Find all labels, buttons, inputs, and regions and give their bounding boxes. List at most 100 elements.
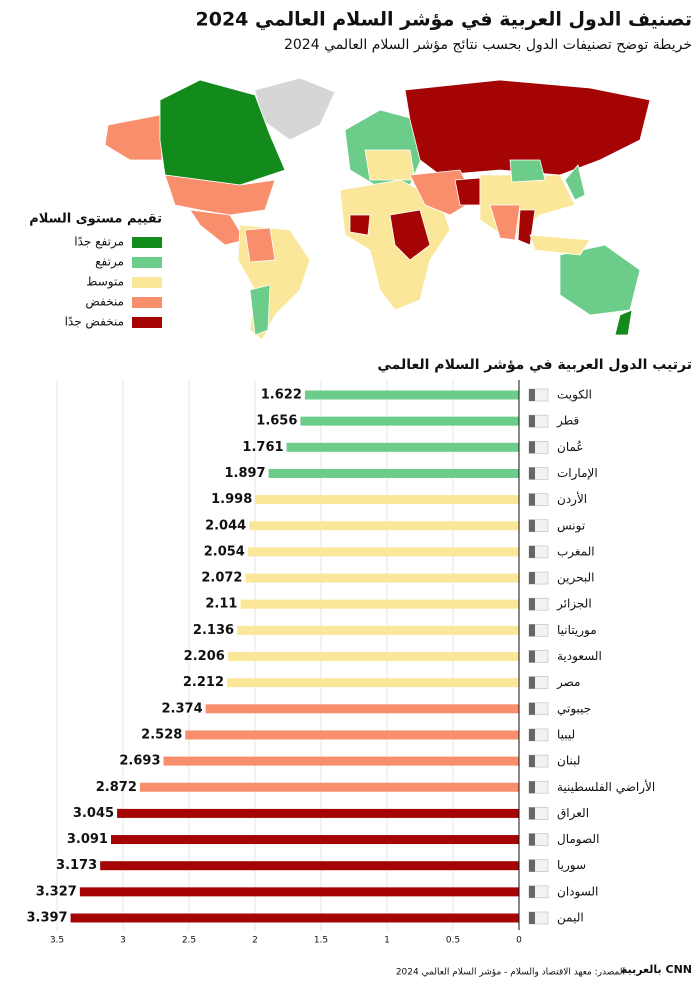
bar (286, 442, 519, 452)
legend-label: منخفض (85, 295, 124, 310)
country-label: ليبيا (557, 727, 575, 741)
bar (268, 468, 519, 478)
bar (185, 730, 519, 740)
bar (70, 913, 519, 923)
value-label: 3.327 (36, 884, 77, 899)
flag-stripe (529, 676, 535, 689)
flag-stripe (529, 912, 535, 924)
bar (237, 625, 519, 635)
country-label: جيبوتي (557, 701, 591, 716)
flag-stripe (529, 598, 535, 611)
subtitle: خريطة توضح تصنيفات الدول بحسب نتائج مؤشر… (284, 37, 692, 53)
bar (205, 704, 519, 714)
x-tick-label: 1 (384, 936, 390, 946)
flag-stripe (529, 441, 535, 454)
value-label: 2.054 (204, 544, 245, 559)
bar (304, 390, 519, 400)
value-label: 2.136 (193, 623, 234, 638)
value-label: 1.897 (224, 466, 265, 481)
bar (300, 416, 519, 426)
value-label: 3.397 (26, 911, 67, 926)
value-label: 1.998 (211, 492, 252, 507)
flag-stripe (529, 833, 535, 846)
x-tick-label: 0 (516, 936, 522, 946)
country-label: الأردن (557, 491, 587, 507)
flag-stripe (529, 415, 535, 428)
x-tick-label: 1.5 (314, 936, 328, 946)
value-label: 3.045 (73, 806, 114, 821)
flag-stripe (529, 859, 535, 872)
country-label: المغرب (557, 544, 595, 559)
legend-label: متوسط (86, 275, 124, 290)
legend-swatch (132, 277, 162, 288)
country-label: قطر (556, 414, 579, 429)
flag-stripe (529, 519, 535, 532)
flag-stripe (529, 650, 535, 663)
bar (245, 573, 519, 583)
legend-swatch (132, 257, 162, 268)
country-label: البحرين (557, 571, 594, 586)
flag-stripe (529, 728, 535, 741)
bar (139, 782, 519, 792)
country-label: لبنان (557, 754, 580, 768)
bar (240, 599, 520, 609)
value-label: 2.11 (205, 597, 237, 612)
flag-stripe (529, 781, 535, 794)
x-tick-label: 0.5 (446, 936, 460, 946)
world-map (104, 77, 651, 341)
country-label: السودان (557, 884, 598, 899)
bar (227, 652, 520, 661)
flag-stripe (529, 807, 535, 820)
legend-label: منخفض جدًا (65, 315, 124, 330)
value-label: 2.693 (119, 754, 160, 769)
bar (100, 861, 519, 871)
bar-chart: 0 0.5 1 1.5 2 2.5 3 3.5 1.622 الكويت 1.656 قطر 1.761… (26, 380, 655, 946)
legend-label: مرتفع جدًا (74, 235, 124, 250)
legend-swatch (132, 297, 162, 308)
country-label: اليمن (557, 911, 584, 926)
value-label: 2.374 (162, 701, 203, 716)
country-label: الأراضي الفلسطينية (557, 779, 655, 795)
source: المصدر: معهد الاقتصاد والسلام - مؤشر الس… (396, 968, 625, 978)
bar (163, 756, 520, 766)
flag-stripe (529, 624, 535, 637)
flag-stripe (529, 389, 535, 401)
bar (247, 547, 519, 557)
value-label: 1.761 (242, 440, 283, 455)
value-label: 3.173 (56, 858, 97, 873)
bar (249, 521, 519, 531)
country-label: الكويت (557, 388, 592, 403)
legend-swatch (132, 237, 162, 248)
flag-stripe (529, 755, 535, 768)
value-label: 2.212 (183, 675, 224, 690)
title: تصنيف الدول العربية في مؤشر السلام العال… (196, 9, 693, 31)
value-label: 2.872 (96, 780, 137, 795)
value-label: 2.528 (141, 727, 182, 742)
logo: CNN بالعربية (621, 963, 692, 976)
bar (110, 835, 519, 845)
value-label: 2.206 (184, 649, 225, 664)
country-label: موريتانيا (557, 623, 597, 638)
flag-stripe (529, 702, 535, 715)
country-label: مصر (556, 675, 580, 690)
chart-title: ترتيب الدول العربية في مؤشر السلام العال… (377, 357, 692, 373)
value-label: 3.091 (67, 832, 108, 847)
value-label: 1.656 (256, 414, 297, 429)
country-label: العراق (557, 806, 589, 821)
flag-stripe (529, 572, 535, 585)
bar (255, 495, 519, 505)
legend-label: مرتفع (95, 255, 124, 270)
x-tick-label: 3 (120, 936, 126, 946)
flag-stripe (529, 885, 535, 898)
country-label: سوريا (557, 858, 586, 873)
country-label: الصومال (557, 832, 599, 847)
country-label: السعودية (557, 649, 602, 664)
flag-stripe (529, 493, 535, 506)
flag-stripe (529, 467, 535, 480)
country-label: الجزائر (556, 597, 592, 612)
map-legend: تقييم مستوى السلام مرتفع جدًا مرتفع متوسط م… (29, 212, 162, 330)
legend-title: تقييم مستوى السلام (29, 212, 162, 227)
value-label: 2.044 (205, 518, 246, 533)
x-tick-label: 2 (252, 936, 258, 946)
x-tick-label: 2.5 (182, 936, 196, 946)
